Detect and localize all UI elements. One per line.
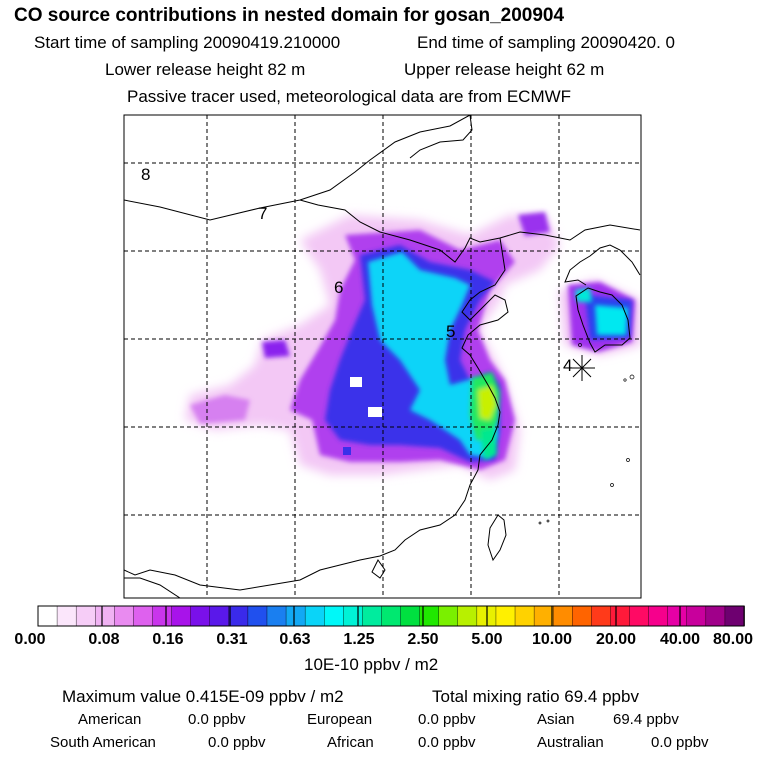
colorbar-cell: [75, 605, 97, 627]
colorbar-cell: [362, 605, 383, 627]
start-time-label: Start time of sampling 20090419.210000: [34, 33, 341, 52]
colorbar-cell: [209, 605, 230, 627]
maximum-value: Maximum value 0.415E-09 ppbv / m2: [62, 687, 344, 706]
colorbar-cell: [381, 605, 402, 627]
source-name: South American: [50, 734, 156, 751]
source-name: European: [307, 711, 373, 728]
colorbar-cell: [400, 605, 421, 627]
colorbar-cell: [591, 605, 612, 627]
colorbar-tick-label: 1.25: [343, 631, 375, 648]
source-name: African: [327, 734, 374, 751]
contour-label: 5: [446, 322, 455, 341]
source-value: 0.0 ppbv: [418, 711, 476, 728]
contour-label: 8: [141, 165, 150, 184]
concentration-field: [124, 115, 641, 598]
colorbar-tick-label: 0.16: [152, 631, 184, 648]
plot-title: CO source contributions in nested domain…: [14, 5, 565, 26]
colorbar-cell: [114, 605, 135, 627]
colorbar-tick-label: 0.08: [88, 631, 120, 648]
plume-gap: [350, 377, 362, 387]
colorbar-cell: [152, 605, 173, 627]
colorbar-cell: [648, 605, 669, 627]
colorbar-tick-label: 0.31: [216, 631, 248, 648]
source-name: American: [78, 711, 142, 728]
source-name: Asian: [537, 711, 575, 728]
source-name: Australian: [537, 734, 604, 751]
plume-hotspot: [470, 372, 500, 460]
source-value: 0.0 ppbv: [651, 734, 709, 751]
total-mixing-ratio: Total mixing ratio 69.4 ppbv: [432, 687, 639, 706]
grid-lines: [124, 115, 641, 598]
colorbar-cell: [266, 605, 287, 627]
colorbar-tick-label: 0.00: [14, 631, 46, 648]
colorbar-cell: [56, 605, 77, 627]
colorbar-tick-label: 40.00: [659, 631, 701, 648]
colorbar-cell: [686, 605, 707, 627]
colorbar-cell: [438, 605, 459, 627]
plume-cyan: [368, 252, 628, 458]
colorbar-tick-label: 10.00: [531, 631, 573, 648]
source-value: 0.0 ppbv: [418, 734, 476, 751]
colorbar-cell: [95, 605, 116, 627]
plume-gap: [368, 407, 382, 417]
contour-label: 6: [334, 278, 343, 297]
map-frame: [123, 114, 642, 599]
receptor-marker-icon: [569, 355, 595, 381]
colorbar-cell: [343, 605, 364, 627]
colorbar-cell: [667, 605, 688, 627]
colorbar-cell: [629, 605, 650, 627]
colorbar-cell: [171, 605, 192, 627]
colorbar-tick-label: 0.63: [279, 631, 311, 648]
colorbar-cell: [190, 605, 211, 627]
colorbar-units: 10E-10 ppbv / m2: [304, 655, 439, 674]
colorbar-frame: [37, 605, 745, 627]
contour-label: 4: [563, 356, 572, 375]
colorbar-cell: [724, 605, 745, 627]
colorbar-cell: [572, 605, 593, 627]
source-value: 69.4 ppbv: [613, 711, 679, 728]
colorbar-major-dividers: [101, 606, 681, 626]
upper-release-label: Upper release height 62 m: [404, 60, 605, 79]
colorbar-cell: [457, 605, 478, 627]
islands: [538, 343, 635, 525]
colorbar-tick-label: 20.00: [595, 631, 637, 648]
colorbar-cell: [285, 605, 306, 627]
colorbar-cell: [247, 605, 268, 627]
colorbar-tick-label: 80.00: [712, 631, 754, 648]
contour-label: 7: [258, 204, 267, 223]
colorbar-cell: [37, 605, 58, 627]
colorbar-cell: [324, 605, 345, 627]
colorbar-tick-label: 2.50: [407, 631, 439, 648]
source-value: 0.0 ppbv: [188, 711, 246, 728]
colorbar-cell: [514, 605, 535, 627]
source-value: 0.0 ppbv: [208, 734, 266, 751]
end-time-label: End time of sampling 20090420. 0: [417, 33, 676, 52]
lower-release-label: Lower release height 82 m: [105, 60, 306, 79]
colorbar-cells: [37, 605, 745, 627]
plume-spot: [343, 447, 351, 455]
colorbar-cell: [228, 605, 249, 627]
colorbar-tick-label: 5.00: [471, 631, 503, 648]
colorbar-cell: [610, 605, 631, 627]
colorbar-cell: [705, 605, 726, 627]
colorbar-cell: [304, 605, 326, 627]
colorbar-cell: [133, 605, 154, 627]
colorbar-cell: [552, 605, 574, 627]
colorbar-cell: [495, 605, 516, 627]
tracer-note: Passive tracer used, meteorological data…: [127, 87, 572, 106]
colorbar-cell: [533, 605, 554, 627]
